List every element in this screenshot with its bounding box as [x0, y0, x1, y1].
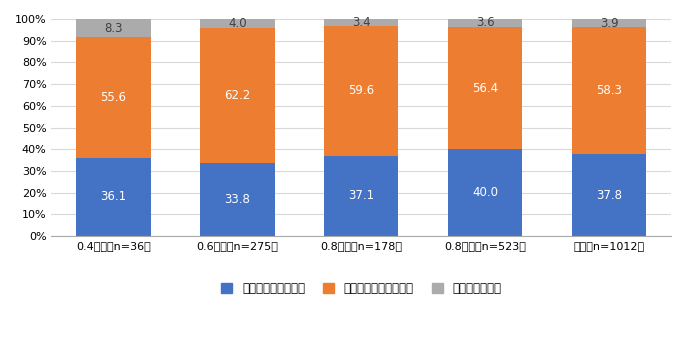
Text: 58.3: 58.3 [596, 84, 622, 97]
Text: 59.6: 59.6 [348, 84, 375, 97]
Bar [200, 19, 274, 28]
Bar [76, 158, 151, 236]
Bar [324, 19, 399, 26]
Bar [572, 154, 646, 236]
Bar [76, 19, 151, 37]
Bar [200, 163, 274, 236]
Text: 37.1: 37.1 [348, 189, 375, 202]
Bar [324, 155, 399, 236]
Text: 55.6: 55.6 [100, 91, 126, 104]
Text: 37.8: 37.8 [596, 189, 622, 202]
Bar [76, 37, 151, 158]
Bar [572, 27, 646, 154]
Text: 40.0: 40.0 [472, 186, 498, 199]
Text: 8.3: 8.3 [104, 21, 123, 35]
Text: 33.8: 33.8 [224, 193, 250, 206]
Text: 36.1: 36.1 [100, 190, 126, 203]
Text: 3.6: 3.6 [476, 16, 495, 29]
Text: 4.0: 4.0 [228, 17, 247, 30]
Bar [200, 28, 274, 163]
Bar [448, 19, 522, 27]
Bar [324, 26, 399, 155]
Bar [572, 19, 646, 27]
Bar [448, 149, 522, 236]
Text: 62.2: 62.2 [224, 89, 250, 102]
Bar [448, 27, 522, 149]
Text: 3.9: 3.9 [600, 17, 618, 30]
Text: 3.4: 3.4 [352, 16, 370, 29]
Legend: 完全に一致している, ある程度一致している, 一致していない: 完全に一致している, ある程度一致している, 一致していない [216, 277, 506, 300]
Text: 56.4: 56.4 [472, 82, 498, 95]
